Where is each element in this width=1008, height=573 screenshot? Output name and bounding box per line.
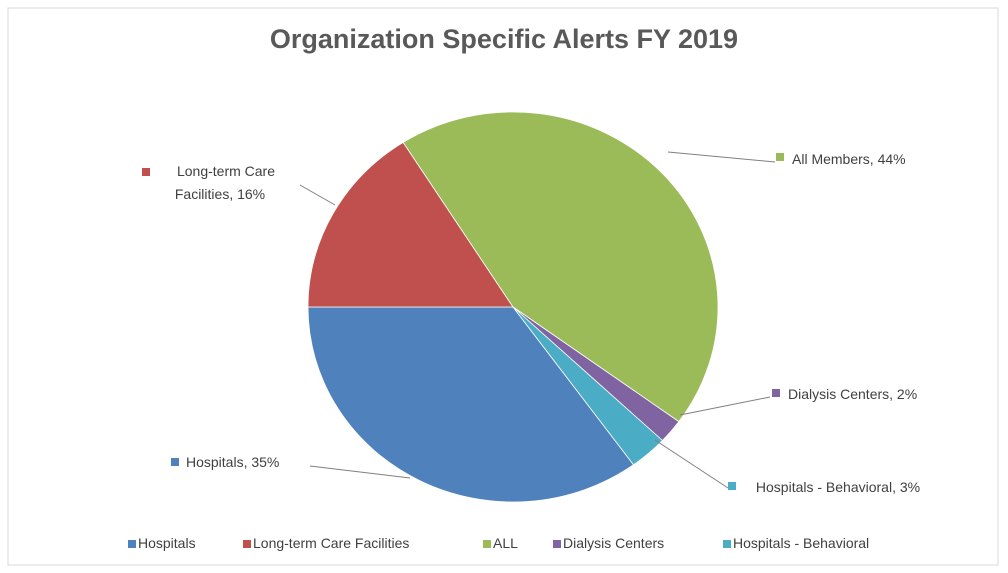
legend-swatch [483, 540, 491, 548]
legend-swatch [723, 540, 731, 548]
pie-slice [512, 306, 664, 466]
label-marker [142, 168, 150, 176]
legend-swatch [553, 540, 561, 548]
legend-swatch [243, 540, 251, 548]
legend-label: Long-term Care Facilities [253, 535, 410, 551]
label-marker [772, 389, 780, 397]
data-label: All Members, 44% [792, 151, 906, 167]
data-label: Hospitals - Behavioral, 3% [755, 479, 921, 495]
legend-swatch [128, 540, 136, 548]
pie-slice [402, 111, 719, 423]
data-label: Dialysis Centers, 2% [788, 386, 918, 402]
legend-label: Dialysis Centers [563, 535, 665, 551]
label-marker [171, 458, 179, 466]
label-marker [728, 482, 736, 490]
leader-line [309, 465, 411, 479]
legend-label: Hospitals [138, 535, 196, 551]
data-label: Hospitals, 35% [186, 454, 280, 470]
chart-title: Organization Specific Alerts FY 2019 [269, 24, 739, 54]
pie-slice [307, 306, 635, 503]
leader-line [679, 396, 771, 416]
leader-line [299, 184, 336, 206]
data-label: Long-term Care Facilities, 16% [174, 163, 276, 202]
pie-slice [307, 141, 514, 308]
legend-label: ALL [493, 535, 518, 551]
leader-line [667, 151, 776, 163]
legend-label: Hospitals - Behavioral [733, 535, 870, 551]
label-marker [776, 153, 784, 161]
leader-line [654, 439, 729, 489]
